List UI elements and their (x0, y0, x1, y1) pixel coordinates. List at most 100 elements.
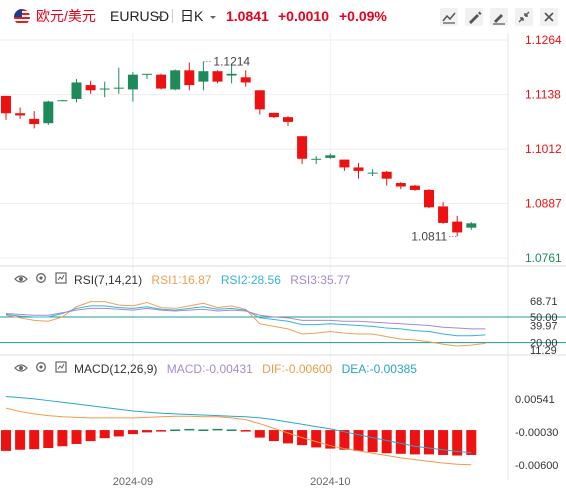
macd-axis-label: 0.00541 (515, 394, 555, 406)
rsi-series-line (5, 301, 486, 347)
macd-histogram-bar (170, 429, 181, 431)
candle-body (57, 100, 68, 102)
macd-series-line (5, 396, 472, 454)
rsi-axis-label: 50.00 (530, 312, 558, 324)
candle-body (424, 189, 434, 208)
macd-histogram-bar (254, 430, 265, 438)
macd-histogram-bar (57, 430, 68, 447)
date-axis-label: 2024-10 (310, 476, 350, 488)
macd-histogram-bar (395, 430, 406, 454)
candle-body (127, 74, 138, 90)
macd-histogram-bar (226, 429, 237, 431)
draw-icon[interactable] (489, 7, 509, 27)
candle-body (438, 206, 449, 223)
macd-histogram-bar (43, 430, 54, 449)
price-axis-label: 1.1138 (525, 88, 561, 102)
header-divider (172, 9, 173, 23)
macd-histogram-bar (367, 430, 378, 453)
candle-body (156, 74, 167, 89)
dropdown-caret-icon[interactable] (203, 7, 216, 27)
macd-histogram-bar (184, 428, 195, 431)
rsi-axis-label: 11.29 (530, 345, 557, 357)
candle-body (212, 71, 223, 82)
pair-name[interactable]: 欧元/美元 (36, 8, 96, 24)
rsi3-legend: RSI3:35.77 (290, 272, 351, 288)
candle-body (325, 155, 336, 158)
timeframe-label[interactable]: 日K (180, 8, 204, 24)
price-change-percent: +0.09% (339, 8, 387, 24)
macd-histogram-bar (99, 430, 110, 439)
indicator-icon[interactable] (55, 272, 67, 288)
candle-body (29, 118, 40, 125)
macd-panel-header: MACD(12,26,9) MACD:-0.00431 DIF:-0.00600… (14, 360, 417, 376)
dea-legend: DEA:-0.00385 (341, 361, 417, 377)
settings-icon[interactable] (35, 361, 47, 377)
candle-body (43, 101, 54, 124)
macd-histogram-bar (156, 430, 167, 432)
candle-body (71, 82, 82, 99)
macd-histogram-bar (240, 430, 251, 432)
eye-icon[interactable] (14, 272, 28, 288)
rsi-axis-label: 20.00 (530, 338, 558, 350)
macd-histogram-bar (297, 430, 308, 446)
settings-icon[interactable] (35, 272, 47, 288)
macd-histogram-bar (353, 430, 364, 451)
candle-body (99, 88, 110, 90)
macd-histogram-bar (424, 430, 434, 455)
chart-style-icon[interactable] (439, 7, 459, 27)
candle-layer: 1.1214 1.0811 (1, 55, 477, 243)
candle-body (15, 113, 26, 116)
rsi2-legend: RSI2:28.56 (220, 272, 281, 288)
rsi-axis-label: 39.97 (530, 321, 558, 333)
candle-body (268, 112, 279, 118)
macd-series-line (5, 407, 472, 466)
macd-histogram-bar (339, 430, 350, 450)
rsi-axis-label: 68.71 (530, 296, 558, 308)
macd-histogram-bar (466, 430, 477, 455)
candle-body (311, 158, 322, 160)
eye-icon[interactable] (14, 361, 28, 377)
candle-body (254, 90, 265, 110)
price-axis-label: 1.1012 (525, 142, 562, 156)
candle-body (240, 77, 251, 83)
macd-histogram-bar (127, 430, 138, 435)
macd-histogram-bar (85, 430, 96, 442)
candle-body (113, 87, 124, 89)
macd-axis-label: -0.00600 (515, 460, 558, 472)
macd-histogram-bar (409, 430, 420, 455)
rsi-layer (0, 301, 566, 347)
candle-body (395, 183, 406, 187)
indicator-icon[interactable] (55, 361, 67, 377)
dif-legend: DIF:-0.00600 (262, 361, 333, 377)
collapse-icon[interactable] (514, 7, 534, 27)
macd-histogram-bar (381, 430, 392, 454)
rsi-panel-header: RSI(7,14,21) RSI1:16.87 RSI2:28.56 RSI3:… (14, 271, 350, 287)
macd-histogram-bar (142, 430, 152, 433)
rsi-series-line (5, 305, 486, 337)
macd-histogram-bar (71, 430, 82, 444)
candle-body (170, 70, 181, 90)
candle-body (339, 159, 350, 168)
last-price: 1.0841 (226, 8, 269, 24)
close-icon[interactable] (539, 7, 559, 27)
macd-histogram-bar (452, 430, 463, 456)
macd-legend: MACD:-0.00431 (166, 361, 253, 377)
macd-title: MACD(12,26,9) (74, 361, 158, 376)
candle-body (381, 171, 392, 179)
low-price-label: 1.0811 (411, 229, 447, 243)
rsi-title: RSI(7,14,21) (74, 272, 143, 287)
macd-layer (1, 396, 477, 466)
grid-layer (0, 33, 566, 480)
macd-histogram-bar (1, 430, 11, 451)
symbol-label[interactable]: EURUSD (110, 8, 170, 24)
candle-body (297, 136, 308, 159)
price-axis-label: 1.1264 (525, 33, 562, 47)
drawing-tool-icon[interactable] (464, 7, 484, 27)
chart-header: 欧元/美元 EURUSD 日K 1.0841 +0.0010 +0.09% (0, 0, 566, 33)
candle-body (198, 71, 209, 82)
macd-axis-label: -0.00030 (515, 427, 558, 439)
dropdown-caret-icon[interactable] (150, 7, 163, 27)
price-change: +0.0010 (278, 8, 329, 24)
candle-body (184, 70, 195, 86)
